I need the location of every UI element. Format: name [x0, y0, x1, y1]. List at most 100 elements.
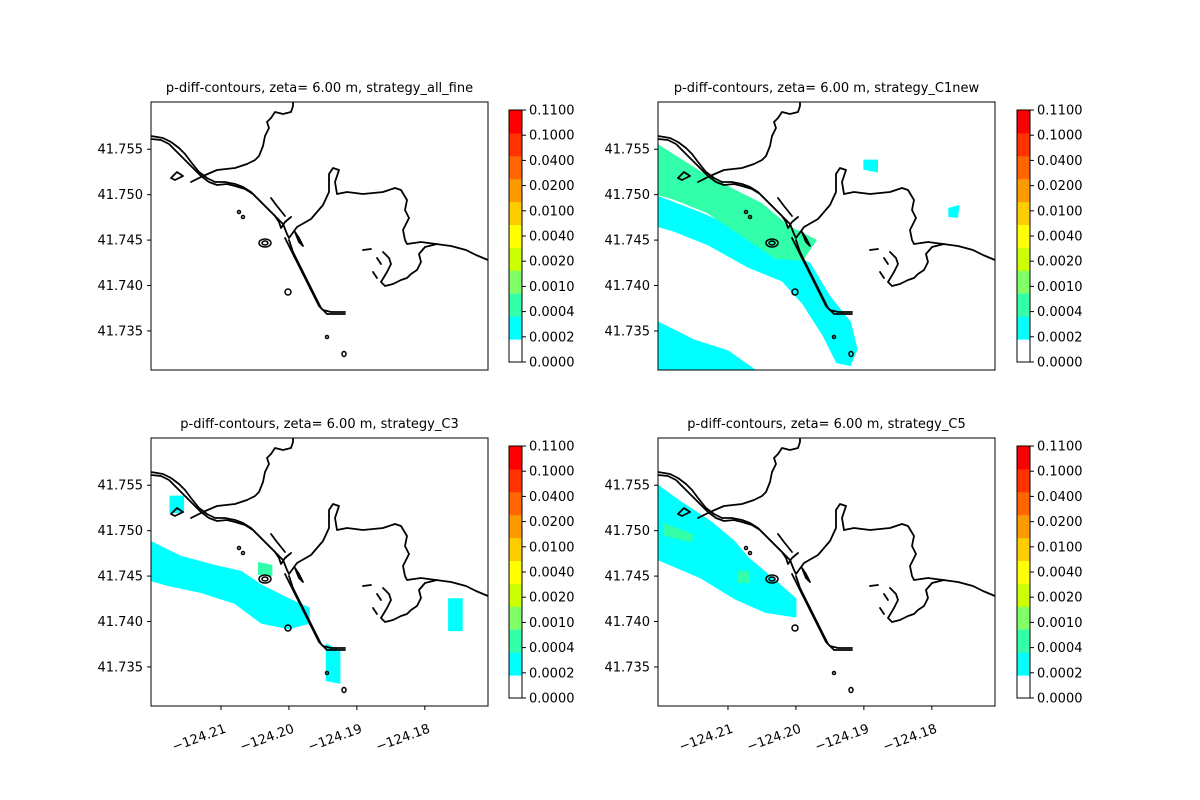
coastline-2	[170, 171, 184, 181]
coastline-2	[677, 171, 691, 181]
x-tick-label: −124.18	[881, 722, 939, 755]
coastline-9	[869, 248, 879, 251]
colorbar-segment	[509, 155, 522, 180]
coastline-0	[151, 474, 488, 597]
coastline-9	[362, 248, 372, 251]
island-outline	[236, 209, 242, 215]
colorbar-tick-label: 0.1100	[1037, 104, 1083, 119]
colorbar-tick-label: 0.0000	[529, 356, 575, 371]
panel-title: p-diff-contours, zeta= 6.00 m, strategy_…	[687, 417, 965, 432]
colorbar-tick-label: 0.0004	[1037, 305, 1083, 320]
coastline-3	[190, 438, 294, 519]
colorbar-tick-label: 0.1100	[529, 440, 575, 455]
colorbar-tick-label: 0.0020	[1037, 591, 1083, 606]
colorbar-segment	[1017, 652, 1030, 676]
coastline-1	[151, 135, 292, 229]
colorbar-segment	[509, 224, 522, 248]
colorbar-segment	[1017, 247, 1030, 271]
axes-frame	[150, 101, 489, 371]
colorbar-segment	[509, 110, 522, 134]
coastline-4	[777, 197, 793, 217]
colorbar-segment	[1017, 155, 1030, 180]
island-outline	[240, 550, 246, 556]
colorbar-tick-label: 0.0200	[529, 515, 575, 530]
island-outline	[765, 574, 779, 584]
coastline-10	[883, 593, 889, 601]
colorbar-tick-label: 0.0010	[529, 616, 575, 631]
island-outline	[261, 576, 269, 582]
colorbar-segment	[1017, 201, 1030, 226]
colorbar-segment	[1017, 606, 1030, 630]
coastline-group	[658, 102, 995, 358]
colorbar-tick-label: 0.0020	[529, 255, 575, 270]
panel-title: p-diff-contours, zeta= 6.00 m, strategy_…	[166, 81, 473, 96]
colorbar-segment	[509, 178, 522, 203]
colorbar-tick-label: 0.1000	[1037, 465, 1083, 480]
contour-region-0.0002-0.0004	[658, 484, 797, 618]
x-tick-label: −124.19	[306, 722, 364, 755]
coastline-8	[887, 243, 945, 287]
coastline-10	[883, 257, 889, 265]
colorbar: 0.0000 0.0002 0.0004 0.0010 0.0020 0.0040 0.01…	[1016, 104, 1083, 371]
island-outline	[258, 238, 272, 248]
colorbar-tick-label: 0.0100	[529, 204, 575, 219]
coastline-11	[372, 271, 378, 279]
colorbar-tick-label: 0.0200	[529, 179, 575, 194]
colorbar-tick-label: 0.0010	[529, 280, 575, 295]
coastline-7	[294, 231, 304, 247]
subplot-4: p-diff-contours, zeta= 6.00 m, strategy_…	[605, 417, 1083, 755]
island-outline	[261, 240, 269, 246]
colorbar-segment	[509, 629, 522, 653]
colorbar-tick-label: 0.0000	[1037, 692, 1083, 707]
colorbar-segment	[509, 560, 522, 584]
x-tick-label: −124.19	[813, 722, 871, 755]
island-outline	[831, 670, 837, 676]
colorbar-tick-label: 0.0004	[529, 641, 575, 656]
colorbar-tick-label: 0.0400	[1037, 154, 1083, 169]
x-tick-label: −124.18	[374, 722, 432, 755]
subplot-2: p-diff-contours, zeta= 6.00 m, strategy_…	[605, 81, 1083, 371]
y-tick-label: 41.735	[98, 324, 144, 339]
y-tick-label: 41.740	[98, 615, 144, 630]
coastline-11	[372, 607, 378, 615]
colorbar-tick-label: 0.0400	[529, 154, 575, 169]
island-outline	[284, 288, 292, 296]
colorbar-segment	[509, 468, 522, 493]
colorbar-tick-label: 0.0002	[529, 330, 575, 345]
axes-frame	[150, 437, 489, 707]
y-tick-label: 41.745	[98, 234, 144, 249]
island-outline	[284, 624, 292, 632]
contour-region-0.0004-0.0010	[257, 562, 273, 577]
y-tick-label: 41.735	[605, 324, 651, 339]
colorbar-segment	[509, 270, 522, 294]
colorbar-tick-label: 0.0200	[1037, 179, 1083, 194]
y-tick-label: 41.740	[605, 279, 651, 294]
colorbar-tick-label: 0.0002	[1037, 330, 1083, 345]
coastline-3	[697, 438, 801, 519]
colorbar-segment	[509, 201, 522, 226]
x-tick-label: −124.20	[745, 722, 803, 755]
subplot-1: p-diff-contours, zeta= 6.00 m, strategy_…	[98, 81, 575, 371]
colorbar-segment	[509, 339, 522, 363]
colorbar-segment	[1017, 224, 1030, 248]
colorbar-segment	[1017, 629, 1030, 653]
colorbar-tick-label: 0.0000	[529, 692, 575, 707]
island-outline	[236, 545, 242, 551]
coastline-4	[270, 533, 286, 553]
colorbar-segment	[1017, 132, 1030, 157]
coastline-0	[151, 138, 488, 261]
coastline-8	[380, 579, 438, 623]
colorbar-segment	[1017, 446, 1030, 470]
island-outline	[258, 574, 272, 584]
colorbar-tick-label: 0.1100	[1037, 440, 1083, 455]
colorbar-tick-label: 0.0400	[529, 490, 575, 505]
colorbar-tick-label: 0.0100	[1037, 540, 1083, 555]
colorbar-tick-label: 0.0002	[1037, 666, 1083, 681]
y-tick-label: 41.755	[98, 143, 144, 158]
y-tick-label: 41.740	[98, 279, 144, 294]
colorbar-segment	[509, 316, 522, 340]
colorbar-segment	[509, 537, 522, 562]
colorbar-tick-label: 0.0100	[529, 540, 575, 555]
colorbar-tick-label: 0.0040	[529, 230, 575, 245]
